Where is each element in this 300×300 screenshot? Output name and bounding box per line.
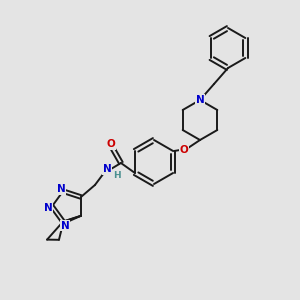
Text: O: O <box>106 139 115 149</box>
Text: N: N <box>57 184 65 194</box>
Text: N: N <box>103 164 111 174</box>
Text: H: H <box>113 172 121 181</box>
Text: N: N <box>61 220 69 231</box>
Text: O: O <box>180 145 188 155</box>
Text: N: N <box>44 203 52 213</box>
Text: N: N <box>196 95 204 105</box>
